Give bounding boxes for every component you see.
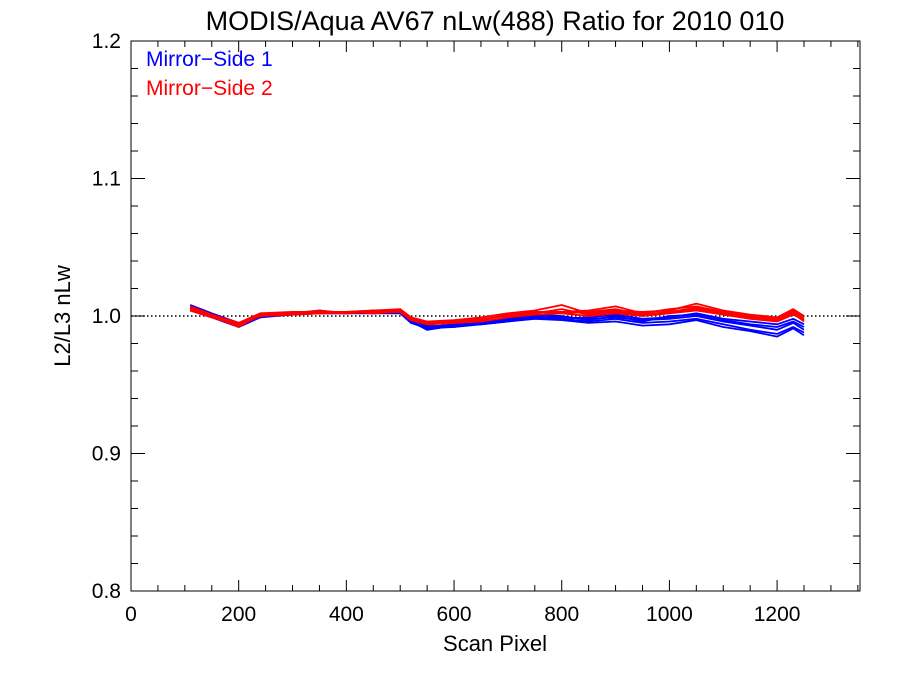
plot-frame (130, 40, 861, 592)
x-tick-label: 400 (329, 603, 364, 626)
x-tick-label: 1000 (646, 603, 693, 626)
axis-ticks (130, 40, 860, 592)
legend: Mirror−Side 1 Mirror−Side 2 (146, 48, 273, 100)
y-tick-label: 1.0 (92, 305, 121, 328)
data-series (189, 302, 805, 338)
x-axis-label: Scan Pixel (443, 631, 547, 656)
y-tick-label: 1.1 (92, 168, 121, 191)
y-tick-label: 1.2 (92, 30, 121, 53)
legend-label-mirror-side-1: Mirror−Side 1 (146, 48, 273, 71)
legend-label-mirror-side-2: Mirror−Side 2 (146, 77, 273, 100)
x-tick-label: 200 (221, 603, 256, 626)
mirror-side-2-series-line (189, 305, 805, 328)
y-tick-label: 0.8 (92, 580, 121, 603)
mirror-side-2-series-line (189, 308, 805, 326)
x-tick-label: 1200 (754, 603, 801, 626)
axis-tick-labels: 0 200 400 600 800 1000 1200 0.8 0.9 1.0 1.1 1.2 (92, 30, 801, 626)
y-axis-label: L2/L3 nLw (50, 265, 75, 367)
x-tick-label: 600 (437, 603, 472, 626)
mirror-side-2-series-line (189, 302, 805, 324)
x-tick-label: 800 (544, 603, 579, 626)
chart-title: MODIS/Aqua AV67 nLw(488) Ratio for 2010 … (206, 6, 785, 36)
x-tick-label: 0 (125, 603, 137, 626)
y-tick-label: 0.9 (92, 443, 121, 466)
